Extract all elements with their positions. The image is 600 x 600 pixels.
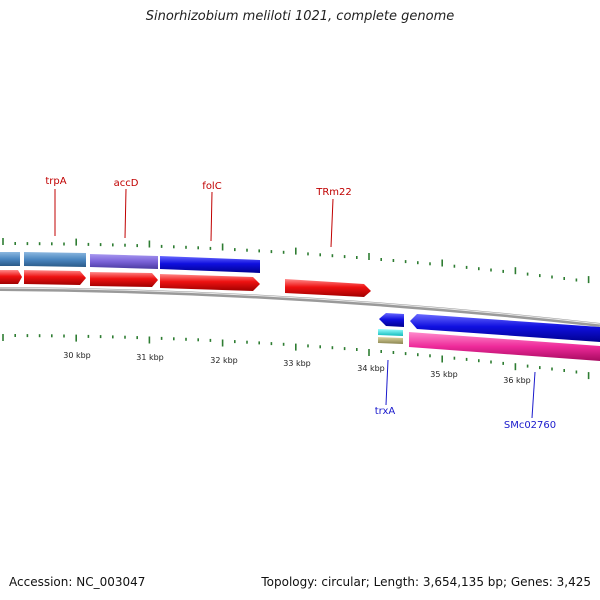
- scale-label-35kbp: 35 kbp: [430, 370, 458, 379]
- forward-ticks: [2, 238, 590, 284]
- gene-blue-trxA[interactable]: [379, 313, 404, 327]
- feature-cyan[interactable]: [378, 329, 403, 336]
- gene-red-accD[interactable]: [90, 272, 158, 287]
- reverse-ticks: [2, 334, 590, 380]
- label-line-accD: [124, 188, 127, 239]
- feature-steel-1[interactable]: [0, 252, 20, 266]
- label-line-folC: [210, 191, 213, 242]
- accession-text: Accession: NC_003047: [9, 575, 146, 589]
- gene-label-trpA: trpA: [45, 176, 66, 187]
- feature-pink-SMc02760[interactable]: [409, 332, 600, 361]
- label-line-TRm22: [330, 198, 334, 248]
- gene-label-trxA: trxA: [375, 406, 396, 417]
- genome-backbone: [0, 287, 600, 327]
- gene-red-folC[interactable]: [160, 274, 260, 291]
- genome-summary-text: Topology: circular; Length: 3,654,135 bp…: [261, 575, 591, 589]
- feature-steel-2[interactable]: [24, 252, 86, 267]
- gene-label-folC: folC: [202, 181, 221, 192]
- gene-blue-long[interactable]: [410, 314, 600, 342]
- gene-label-accD: accD: [114, 178, 139, 189]
- feature-violet[interactable]: [90, 254, 158, 269]
- label-line-SMc02760: [531, 371, 536, 419]
- gene-label-SMc02760: SMc02760: [504, 420, 556, 431]
- scale-label-36kbp: 36 kbp: [503, 376, 531, 385]
- map-title: Sinorhizobium meliloti 1021, complete ge…: [145, 9, 455, 24]
- label-line-trxA: [385, 359, 389, 406]
- gene-label-TRm22: TRm22: [315, 187, 352, 198]
- gene-red-trpA[interactable]: [24, 270, 86, 285]
- feature-blue-folC[interactable]: [160, 256, 260, 273]
- scale-label-33kbp: 33 kbp: [283, 359, 311, 368]
- scale-label-32kbp: 32 kbp: [210, 356, 238, 365]
- scale-label-31kbp: 31 kbp: [136, 353, 164, 362]
- gene-red-TRm22[interactable]: [285, 279, 371, 297]
- gene-red-1[interactable]: [0, 270, 22, 284]
- scale-label-30kbp: 30 kbp: [63, 351, 91, 360]
- feature-olive[interactable]: [378, 337, 403, 344]
- scale-label-34kbp: 34 kbp: [357, 364, 385, 373]
- genome-backbone-highlight: [0, 287, 600, 325]
